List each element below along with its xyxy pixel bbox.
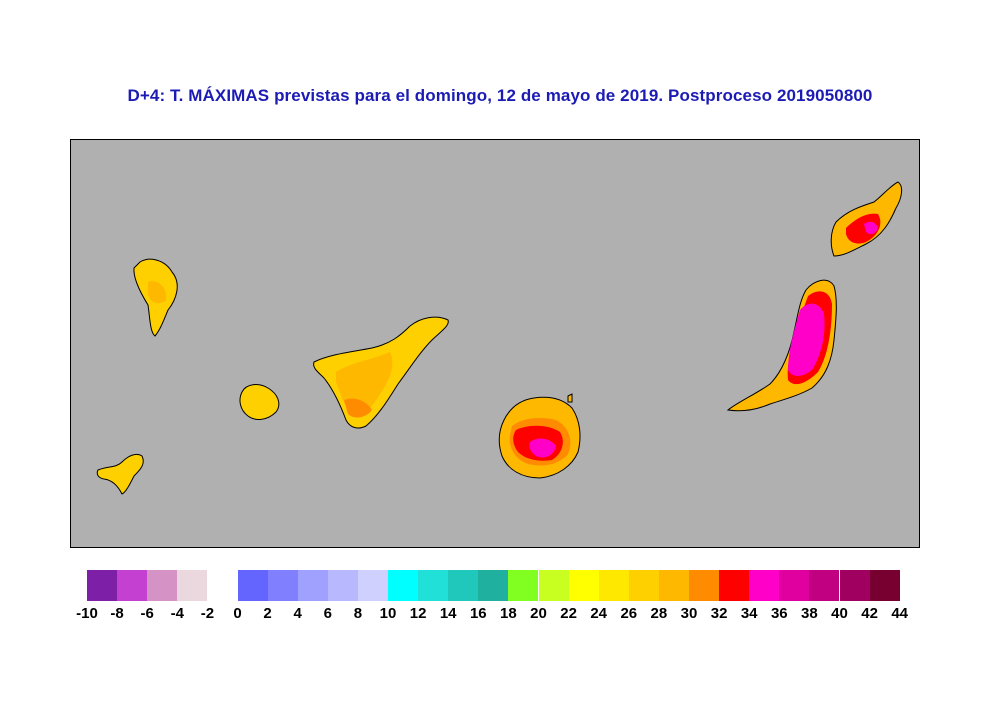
legend-tick-label: 42 [861, 605, 878, 622]
legend-tick-label: 32 [710, 605, 728, 622]
legend-tick-label: 6 [323, 605, 332, 622]
island-fuerteventura [726, 279, 837, 412]
legend-tick-label: 38 [801, 605, 818, 622]
legend-tick-label: 4 [293, 605, 302, 622]
legend-swatch [207, 570, 238, 601]
legend-tick-label: 14 [439, 605, 457, 622]
legend-swatch [267, 570, 298, 601]
legend-tick-label: 8 [353, 605, 363, 622]
island-gran-canaria [498, 393, 581, 479]
legend-swatch [327, 570, 358, 601]
map-title: D+4: T. MÁXIMAS previstas para el doming… [127, 86, 873, 105]
legend-swatch [779, 570, 810, 601]
legend-swatch [297, 570, 328, 601]
legend-tick-label: 20 [530, 605, 547, 622]
legend-swatch [869, 570, 900, 601]
legend-swatch [719, 570, 750, 601]
legend-swatch [147, 570, 178, 601]
legend-tick-label: 18 [500, 605, 517, 622]
legend-tick-label: -6 [140, 605, 154, 622]
legend-swatch [418, 570, 449, 601]
island-tenerife [313, 316, 449, 429]
map-frame [70, 139, 920, 548]
legend-tick-label: 44 [891, 605, 909, 622]
legend-tick-label: 30 [680, 605, 698, 622]
legend-tick-label: 16 [469, 605, 487, 622]
legend-tick-label: 2 [263, 605, 272, 622]
legend-tick-label: 10 [379, 605, 397, 622]
sea-background [70, 139, 920, 548]
legend-tick-label: 26 [620, 605, 638, 622]
legend-swatch [809, 570, 840, 601]
island-la-palma [133, 258, 178, 337]
legend-swatch [568, 570, 599, 601]
legend-swatch [478, 570, 509, 601]
legend-swatch [117, 570, 148, 601]
legend-swatch [749, 570, 780, 601]
legend-tick-label: 36 [770, 605, 788, 622]
legend-swatch [598, 570, 629, 601]
legend-tick-label: -2 [200, 605, 215, 622]
legend-swatch [628, 570, 659, 601]
legend-tick-label: 24 [590, 605, 608, 622]
legend-tick-label: -4 [170, 605, 184, 622]
legend-swatch [538, 570, 569, 601]
legend-swatch [357, 570, 388, 601]
legend-swatch [448, 570, 479, 601]
legend-tick-label: -10 [76, 605, 98, 622]
legend-tick-label: 0 [233, 605, 242, 622]
legend-swatch [237, 570, 268, 601]
legend-tick-label: 22 [560, 605, 577, 622]
legend-swatch [508, 570, 539, 601]
legend-tick-label: 34 [740, 605, 758, 622]
legend-swatch [388, 570, 418, 601]
legend-swatch [689, 570, 719, 601]
island-el-hierro [96, 453, 144, 495]
legend-tick-label: 40 [831, 605, 848, 622]
legend-tick-label: -8 [110, 605, 124, 622]
legend-swatch [177, 570, 208, 601]
island-lanzarote [830, 181, 903, 257]
legend-tick-label: 28 [650, 605, 668, 622]
legend-swatch [87, 570, 117, 601]
island-la-gomera [239, 384, 280, 420]
legend-tick-label: 12 [409, 605, 427, 622]
legend-swatch [658, 570, 689, 601]
legend-swatch [839, 570, 870, 601]
